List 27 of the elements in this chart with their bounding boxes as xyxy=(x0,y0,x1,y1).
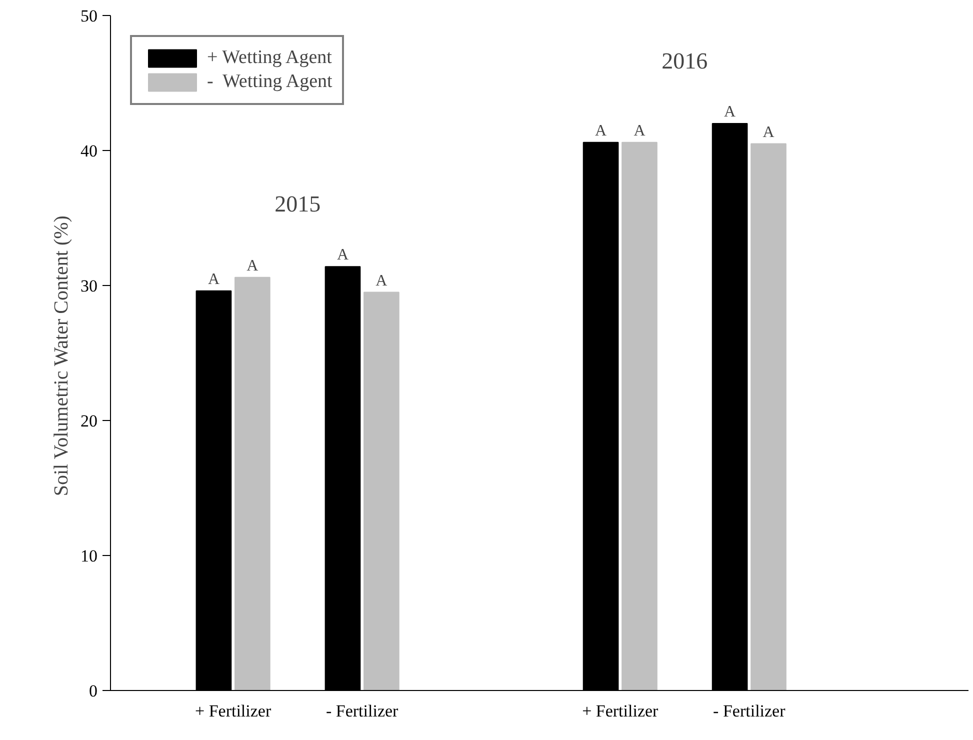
y-tick-label: 20 xyxy=(80,412,98,430)
annotation: 2016 xyxy=(662,48,708,74)
y-tick-label: 30 xyxy=(80,276,98,296)
y-tick-label: 0 xyxy=(89,682,98,700)
legend-label: + Wetting Agent xyxy=(207,47,332,69)
x-tick-label: + Fertilizer xyxy=(195,702,272,720)
data-label: A xyxy=(595,122,608,140)
x-tick-label: + Fertilizer xyxy=(582,702,659,720)
data-label: A xyxy=(208,270,220,288)
y-tick-label: 40 xyxy=(80,142,98,160)
bar xyxy=(622,142,658,690)
legend-label: - Wetting Agent xyxy=(207,71,332,93)
data-label: A xyxy=(376,272,388,290)
y-axis-title: Soil Volumetric Water Content (%) xyxy=(50,216,72,496)
data-label: A xyxy=(762,124,775,141)
data-label: A xyxy=(634,122,646,140)
y-tick-label: 10 xyxy=(80,546,98,566)
x-tick-label: - Fertilizer xyxy=(713,702,786,720)
annotation: 2015 xyxy=(274,192,321,217)
data-label: A xyxy=(336,246,349,264)
bar xyxy=(750,143,786,690)
x-tick-label: - Fertilizer xyxy=(326,702,399,720)
bar xyxy=(364,292,400,690)
data-label: A xyxy=(724,104,736,120)
bar xyxy=(234,276,270,690)
y-tick-label: 50 xyxy=(80,6,98,26)
data-label: A xyxy=(246,257,259,274)
